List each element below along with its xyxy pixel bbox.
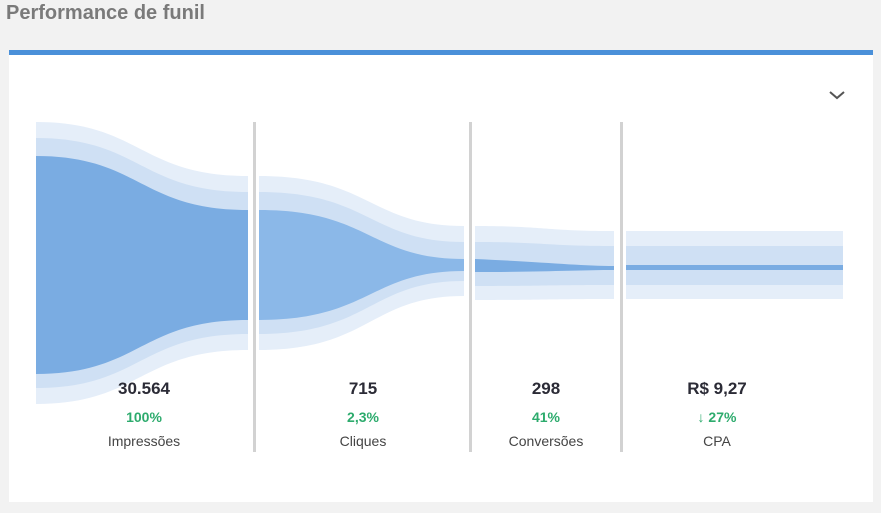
stage-value: 715 [348,379,378,398]
stage-divider [620,122,623,452]
stage-conversoes: 298 41% Conversões [472,378,620,450]
funnel-segment-cliques [259,176,464,350]
stage-label: Impressões [107,433,181,449]
chevron-down-icon[interactable] [826,86,848,104]
stage-label: Conversões [508,433,584,449]
stage-divider [253,122,256,452]
funnel-segment-cpa [626,231,843,299]
stage-percentage: 100% [126,409,162,425]
stage-label: CPA [703,433,731,449]
stage-divider [469,122,472,452]
stage-value: 298 [531,379,561,398]
funnel-segment-conversoes [475,226,614,300]
stage-percentage: ↓ 27% [697,409,737,425]
stage-value: R$ 9,27 [687,379,747,398]
stage-cliques: 715 2,3% Cliques [259,378,467,450]
stage-percentage: 41% [531,409,561,425]
stage-label: Cliques [339,433,387,449]
stage-percentage: 2,3% [347,409,379,425]
stage-impressoes: 30.564 100% Impressões [40,378,248,450]
stage-cpa: R$ 9,27 ↓ 27% CPA [623,378,811,450]
stage-value: 30.564 [118,379,170,398]
funnel-segment-impressoes [36,122,248,404]
page-title: Performance de funil [6,2,205,24]
